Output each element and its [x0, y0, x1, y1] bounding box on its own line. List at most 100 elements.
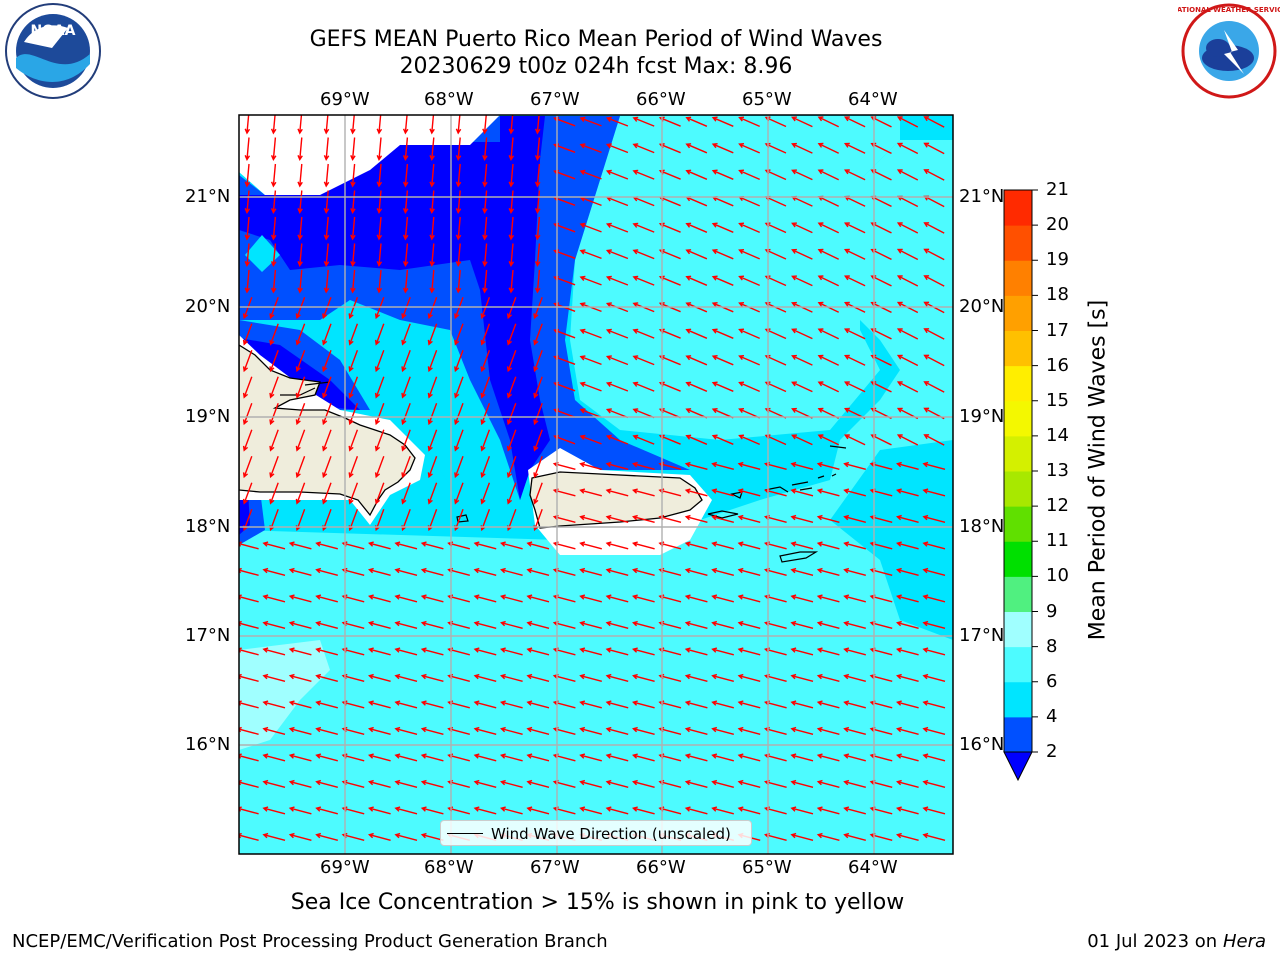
wave-direction-arrow — [368, 726, 391, 735]
wave-direction-arrow — [242, 482, 253, 505]
wave-direction-arrow — [605, 594, 629, 603]
wave-direction-arrow — [454, 376, 464, 399]
wave-direction-arrow — [297, 163, 303, 188]
wave-direction-arrow — [500, 806, 523, 815]
wave-direction-arrow — [817, 222, 840, 234]
wave-direction-arrow — [374, 429, 385, 452]
wave-direction-arrow — [394, 726, 418, 735]
wave-direction-arrow — [295, 323, 306, 346]
wave-direction-arrow — [506, 455, 517, 479]
wave-direction-arrow — [526, 726, 550, 735]
nws-logo-text: NATIONAL WEATHER SERVICE — [1178, 6, 1280, 14]
colorbar-tick-label: 19 — [1046, 249, 1069, 271]
wave-direction-arrow — [632, 381, 655, 392]
wave-direction-arrow — [711, 328, 734, 339]
wave-direction-arrow — [420, 647, 444, 656]
wave-direction-arrow — [242, 376, 253, 399]
wave-direction-arrow — [534, 190, 541, 214]
map-legend: Wind Wave Direction (unscaled) — [440, 820, 752, 846]
wave-direction-arrow — [350, 137, 356, 161]
wave-direction-arrow — [534, 115, 541, 135]
wave-direction-arrow — [843, 142, 866, 154]
wave-direction-arrow — [684, 620, 708, 629]
wave-direction-arrow — [376, 190, 383, 214]
wave-direction-arrow — [632, 355, 655, 366]
wave-direction-arrow — [632, 753, 655, 762]
wave-direction-arrow — [632, 249, 655, 260]
wave-direction-arrow — [632, 116, 655, 127]
wave-direction-arrow — [427, 482, 438, 505]
wave-direction-arrow — [394, 647, 418, 656]
wave-direction-arrow — [684, 700, 708, 709]
wave-direction-arrow — [368, 673, 391, 682]
wave-direction-arrow — [500, 726, 523, 735]
wave-direction-arrow — [843, 116, 866, 128]
wave-direction-arrow — [322, 402, 332, 426]
wave-direction-arrow — [480, 349, 491, 373]
legend-line-swatch — [447, 833, 483, 834]
wave-direction-arrow — [816, 647, 840, 656]
wave-direction-arrow — [482, 190, 488, 214]
wave-direction-arrow — [790, 567, 814, 576]
wave-direction-arrow — [500, 594, 523, 603]
lon-label-top: 64°W — [848, 89, 898, 110]
wave-direction-arrow — [605, 779, 629, 788]
wave-direction-arrow — [348, 376, 359, 399]
wave-direction-arrow — [738, 434, 760, 446]
wave-direction-arrow — [737, 594, 761, 603]
wave-direction-arrow — [269, 376, 279, 399]
wave-direction-arrow — [374, 402, 385, 426]
wave-direction-arrow — [402, 243, 409, 267]
wave-direction-arrow — [605, 381, 629, 392]
wave-direction-arrow — [374, 376, 385, 399]
field-6-8-se — [830, 440, 953, 640]
wave-direction-arrow — [817, 354, 840, 366]
wave-direction-arrow — [368, 753, 391, 762]
wave-direction-arrow — [711, 700, 734, 709]
wave-direction-arrow — [632, 726, 655, 735]
wave-direction-arrow — [500, 753, 523, 762]
wave-direction-arrow — [923, 328, 945, 340]
wave-direction-arrow — [711, 726, 734, 735]
field-9-10 — [239, 640, 330, 750]
wave-direction-arrow — [394, 832, 418, 841]
wave-direction-arrow — [270, 190, 277, 214]
wave-direction-arrow — [605, 488, 629, 497]
wave-direction-arrow — [534, 269, 541, 294]
wave-direction-arrow — [579, 461, 602, 470]
wave-direction-arrow — [685, 169, 708, 180]
lon-label-top: 69°W — [320, 89, 370, 110]
wave-direction-arrow — [579, 143, 602, 154]
lat-label-right: 20°N — [959, 296, 1005, 317]
wave-direction-arrow — [843, 594, 866, 603]
wave-direction-arrow — [288, 567, 312, 576]
wave-direction-arrow — [427, 429, 438, 452]
field-6-8-mona — [340, 305, 540, 520]
wave-direction-arrow — [455, 243, 462, 267]
wave-direction-arrow — [791, 142, 813, 154]
wave-direction-arrow — [454, 482, 464, 505]
colorbar-tick-label: 2 — [1046, 741, 1058, 762]
wave-direction-arrow — [526, 567, 550, 576]
wave-direction-arrow — [684, 647, 708, 656]
wave-direction-arrow — [480, 376, 491, 399]
wave-direction-arrow — [429, 216, 435, 241]
wave-direction-arrow — [923, 354, 945, 367]
wave-direction-arrow — [270, 269, 277, 294]
wave-direction-arrow — [738, 355, 760, 366]
wave-direction-arrow — [508, 269, 515, 294]
lat-label-right: 17°N — [959, 625, 1005, 646]
wave-direction-arrow — [579, 753, 602, 762]
wave-direction-arrow — [791, 381, 813, 393]
wave-direction-arrow — [295, 482, 306, 505]
wave-direction-arrow — [526, 541, 550, 550]
wave-direction-arrow — [262, 541, 286, 550]
wave-direction-arrow — [605, 673, 629, 682]
lat-label-right: 16°N — [959, 734, 1005, 755]
wave-direction-arrow — [480, 323, 491, 346]
wave-direction-arrow — [322, 349, 332, 373]
wave-direction-arrow — [632, 222, 655, 233]
wave-direction-arrow — [737, 726, 761, 735]
wave-direction-arrow — [420, 620, 444, 629]
wave-direction-arrow — [526, 673, 550, 682]
